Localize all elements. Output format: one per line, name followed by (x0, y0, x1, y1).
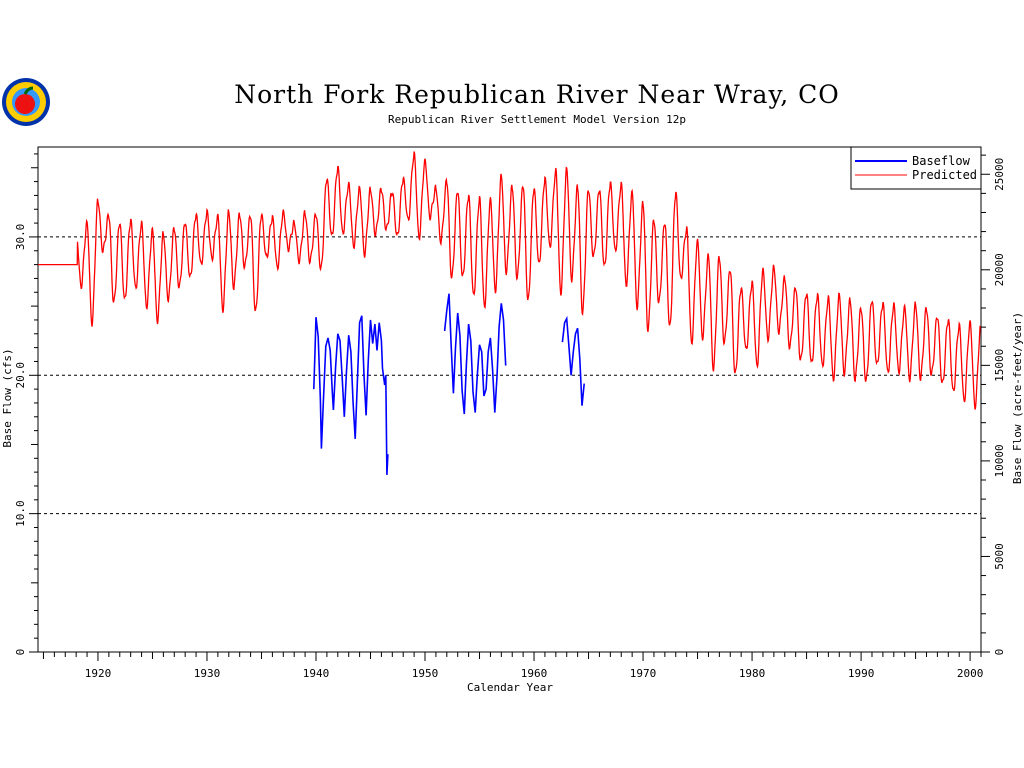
y2-axis-label: Base Flow (acre-feet/year) (1011, 312, 1024, 484)
y-axis-label: Base Flow (cfs) (1, 348, 14, 447)
x-tick-label: 1960 (521, 667, 548, 680)
y2-tick-label: 5000 (993, 543, 1006, 570)
logo-seal (2, 78, 50, 126)
plot-frame (37, 146, 982, 653)
chart-subtitle: Republican River Settlement Model Versio… (388, 113, 686, 126)
y2-tick-label: 15000 (993, 349, 1006, 382)
y-axis-left: 0 10.0 20.0 30.0 (14, 153, 38, 656)
legend-label-predicted: Predicted (912, 168, 977, 182)
x-tick-label: 1930 (194, 667, 221, 680)
legend-box (850, 146, 982, 190)
y2-tick-label: 0 (993, 649, 1006, 656)
x-tick-label: 1950 (412, 667, 439, 680)
x-axis: 1920 1930 1940 1950 1960 1970 1980 1990 2000 (42, 652, 984, 680)
x-tick-label: 1970 (630, 667, 657, 680)
y2-tick-label: 20000 (993, 253, 1006, 286)
x-tick-label: 1920 (85, 667, 112, 680)
y-tick-label: 10.0 (14, 500, 27, 527)
chart-title: North Fork Republican River Near Wray, C… (234, 80, 840, 109)
legend: Baseflow Predicted (850, 146, 982, 190)
legend-label-baseflow: Baseflow (912, 154, 971, 168)
series-group (38, 151, 981, 475)
grid-lines (38, 236, 981, 515)
series-predicted-line (38, 151, 981, 410)
series-baseflow-segment-2 (443, 293, 507, 415)
y-tick-label: 30.0 (14, 224, 27, 251)
y2-tick-label: 25000 (993, 158, 1006, 191)
y2-tick-label: 10000 (993, 444, 1006, 477)
y-axis-right: 0 5000 10000 15000 20000 25000 (981, 154, 1006, 656)
x-tick-label: 1980 (739, 667, 766, 680)
series-baseflow-segment-1 (313, 315, 389, 475)
x-tick-label: 2000 (957, 667, 984, 680)
x-axis-label: Calendar Year (467, 681, 553, 694)
y-tick-label: 20.0 (14, 362, 27, 389)
x-tick-label: 1990 (848, 667, 875, 680)
y-tick-label: 0 (14, 649, 27, 656)
x-tick-label: 1940 (303, 667, 330, 680)
series-baseflow-segment-3 (561, 315, 585, 406)
